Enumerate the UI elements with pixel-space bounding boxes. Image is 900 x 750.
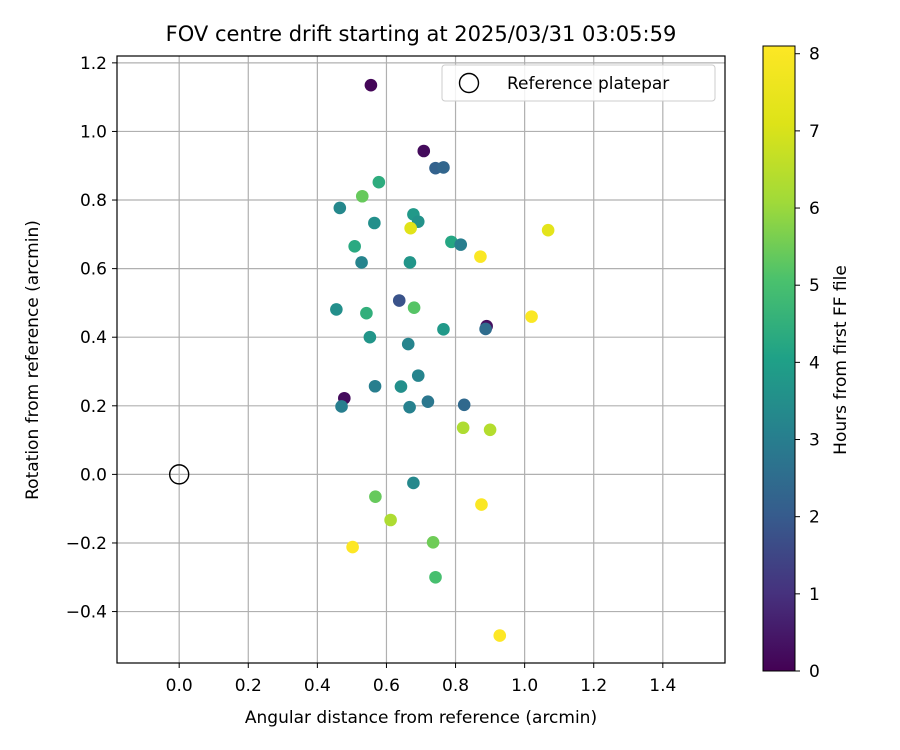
- scatter-point: [479, 322, 492, 336]
- scatter-point: [483, 423, 497, 437]
- scatter-point: [335, 400, 348, 413]
- plot-frame: [116, 55, 726, 664]
- scatter-point: [346, 540, 359, 554]
- x-axis-label: Angular distance from reference (arcmin): [245, 708, 597, 728]
- colorbar: 0 1 2 3 4 5 6 7 8 Hours from first FF file: [762, 45, 851, 682]
- y-tick-label: −0.2: [66, 534, 107, 554]
- colorbar-tick-label: 3: [809, 431, 820, 451]
- scatter-point: [401, 337, 415, 351]
- scatter-point: [474, 250, 487, 263]
- colorbar-gradient: [762, 45, 796, 672]
- scatter-point: [454, 238, 468, 251]
- colorbar-tick-label: 6: [809, 199, 820, 219]
- y-axis-ticks: −0.4 −0.2 0.0 0.2 0.4 0.6 0.8 1.0 1.2: [66, 54, 117, 623]
- scatter-point: [407, 301, 421, 315]
- y-tick-label: 1.0: [80, 122, 107, 142]
- scatter-point: [426, 535, 440, 549]
- scatter-point: [348, 240, 361, 253]
- colorbar-tick-label: 4: [809, 353, 820, 373]
- colorbar-ticks: 0 1 2 3 4 5 6 7 8: [795, 45, 820, 682]
- y-tick-label: −0.4: [66, 603, 107, 623]
- colorbar-label: Hours from first FF file: [831, 265, 851, 455]
- legend-open-circle-marker: [458, 72, 480, 94]
- colorbar-tick-label: 2: [809, 508, 820, 528]
- scatter-point: [369, 490, 382, 503]
- scatter-point: [475, 498, 488, 511]
- scatter-point: [368, 216, 381, 230]
- colorbar-tick-label: 5: [809, 276, 820, 296]
- data-points: [330, 78, 555, 642]
- reference-platepar-marker: [168, 464, 190, 485]
- scatter-point: [384, 513, 397, 527]
- reference-marker-layer: [168, 464, 190, 485]
- y-tick-label: 0.0: [80, 465, 107, 485]
- scatter-point: [407, 476, 420, 490]
- scatter-point: [363, 330, 377, 344]
- scatter-point: [355, 256, 368, 269]
- scatter-point: [437, 161, 450, 174]
- scatter-point: [355, 189, 369, 203]
- chart-title: FOV centre drift starting at 2025/03/31 …: [166, 22, 677, 46]
- scatter-point: [360, 306, 373, 320]
- legend-label-reference-platepar: Reference platepar: [507, 74, 669, 94]
- y-tick-label: 0.2: [80, 397, 107, 417]
- x-tick-label: 0.4: [304, 676, 331, 696]
- grid-lines: [117, 56, 725, 663]
- scatter-point: [411, 369, 425, 382]
- x-tick-label: 0.0: [166, 676, 193, 696]
- legend: Reference platepar: [441, 64, 716, 102]
- scatter-point: [525, 310, 538, 323]
- x-axis-ticks: 0.0 0.2 0.4 0.6 0.8 1.0 1.2 1.4: [166, 663, 676, 696]
- y-tick-label: 0.8: [80, 191, 107, 211]
- colorbar-tick-label: 0: [809, 662, 820, 682]
- y-tick-label: 0.6: [80, 260, 107, 280]
- scatter-point: [493, 629, 507, 642]
- colorbar-tick-label: 7: [809, 122, 820, 142]
- scatter-point: [394, 380, 408, 393]
- scatter-point: [372, 175, 386, 189]
- scatter-point: [368, 379, 382, 393]
- y-tick-label: 1.2: [80, 54, 107, 74]
- colorbar-tick-label: 1: [809, 585, 820, 605]
- legend-box: [441, 64, 716, 102]
- x-tick-label: 1.2: [580, 676, 607, 696]
- x-tick-label: 1.4: [649, 676, 676, 696]
- scatter-point: [457, 398, 471, 412]
- scatter-point: [417, 144, 431, 158]
- scatter-point: [364, 78, 378, 92]
- scatter-point: [456, 421, 470, 435]
- y-tick-label: 0.4: [80, 328, 107, 348]
- scatter-point: [404, 221, 417, 235]
- scatter-point: [333, 201, 347, 215]
- scatter-point: [421, 395, 435, 408]
- colorbar-tick-label: 8: [809, 45, 820, 65]
- x-tick-label: 1.0: [511, 676, 538, 696]
- scatter-point: [392, 294, 406, 307]
- scatter-point: [403, 400, 416, 414]
- x-tick-label: 0.2: [235, 676, 262, 696]
- y-axis-label: Rotation from reference (arcmin): [23, 220, 43, 500]
- scatter-point: [403, 256, 417, 269]
- scatter-point: [330, 303, 343, 316]
- x-tick-label: 0.8: [442, 676, 469, 696]
- scatter-point: [437, 323, 450, 336]
- scatter-point: [541, 223, 555, 237]
- x-tick-label: 0.6: [373, 676, 400, 696]
- scatter-point: [429, 570, 442, 584]
